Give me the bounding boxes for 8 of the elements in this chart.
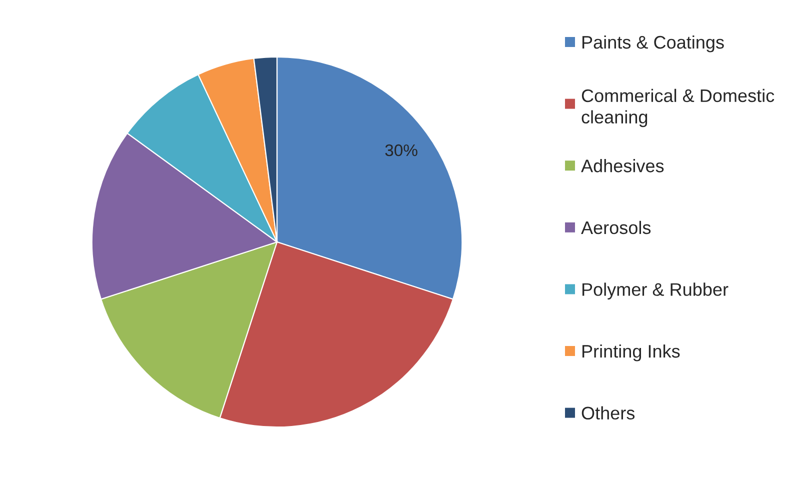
legend-label: Polymer & Rubber (582, 282, 728, 300)
legend-label: Commerical & Domestic cleaning (582, 88, 774, 128)
legend-label: Printing Inks (582, 344, 680, 362)
legend-label: Aerosols (581, 220, 651, 234)
legend-label: Adhesives (581, 159, 664, 172)
legend-label: Paints & Coatings (582, 35, 724, 52)
data-label: 30% (385, 144, 418, 156)
legend-label: Others (582, 406, 635, 420)
